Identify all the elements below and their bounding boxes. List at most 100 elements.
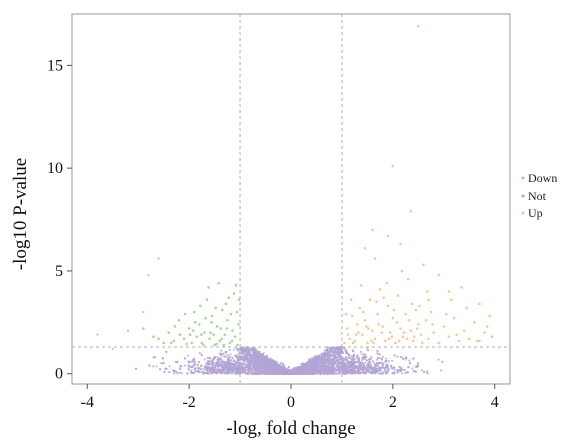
data-point-not (342, 363, 345, 366)
data-point-not (220, 354, 223, 357)
data-point-not (155, 365, 158, 368)
data-point-not (391, 371, 394, 375)
data-point-not (253, 369, 256, 373)
data-point-not (225, 355, 228, 358)
data-point-not (252, 361, 256, 364)
data-point-not (352, 366, 355, 370)
data-point-not (440, 369, 443, 372)
data-point-not (276, 370, 279, 373)
data-point-not (385, 372, 388, 375)
data-point-not (161, 357, 164, 360)
data-point-not (396, 369, 399, 372)
data-point-not (223, 355, 226, 358)
data-point-not (259, 372, 262, 375)
data-point-not (335, 365, 338, 368)
data-point-not (213, 366, 216, 369)
data-point-not (357, 366, 360, 369)
data-point-not (325, 369, 328, 372)
data-point-not (323, 368, 326, 372)
data-point-not (357, 371, 361, 374)
data-point-not (338, 355, 341, 359)
data-point-not (229, 353, 232, 356)
data-point-not (352, 355, 355, 358)
data-point-not (328, 348, 331, 351)
data-point-not (391, 367, 394, 370)
data-point-not (327, 362, 330, 365)
data-point-not (333, 354, 336, 357)
data-point-not (357, 356, 360, 360)
data-point-not (386, 369, 389, 372)
data-point-not (332, 346, 335, 349)
data-point-not (223, 361, 227, 364)
data-point-not (355, 357, 359, 360)
data-point-not (359, 364, 362, 367)
data-point-not (377, 369, 380, 373)
data-point-not (176, 372, 179, 375)
data-point-not (367, 361, 371, 364)
data-point-not (384, 366, 387, 369)
data-point-not (165, 350, 168, 353)
data-point-not (258, 350, 261, 354)
data-point-not (364, 356, 368, 359)
data-point-not (376, 365, 380, 368)
data-point-not (233, 354, 237, 357)
data-point-not (188, 364, 191, 368)
data-point-not (211, 367, 214, 371)
data-point-not (254, 347, 257, 350)
data-point-not (222, 369, 225, 372)
data-point-not (338, 367, 341, 370)
data-point-not (362, 364, 366, 367)
data-point-not (256, 355, 259, 358)
data-point-not (232, 348, 236, 351)
data-point-not (356, 355, 359, 358)
data-point-not (252, 365, 255, 368)
data-point-not (396, 355, 399, 358)
data-point-not (246, 372, 250, 375)
data-point-not (324, 348, 328, 351)
data-point-not (330, 365, 333, 368)
data-point-not (333, 362, 337, 365)
data-point-not (366, 349, 369, 352)
data-point-not (226, 354, 229, 357)
data-point-not (301, 369, 304, 373)
data-point-not (376, 356, 380, 360)
data-point-not (380, 366, 383, 369)
data-point-not (346, 367, 349, 370)
data-point-not (227, 359, 230, 362)
data-point-not (348, 361, 351, 364)
data-point-not (220, 370, 223, 373)
data-point-not (333, 372, 336, 375)
data-point-not (221, 366, 224, 369)
data-point-not (226, 372, 229, 375)
data-point-not (180, 364, 183, 368)
data-point-not (210, 360, 213, 364)
data-point-not (393, 368, 396, 371)
data-point-not (221, 361, 224, 364)
data-point-not (348, 353, 351, 356)
data-point-not (152, 365, 155, 368)
data-point-not (336, 347, 339, 351)
data-point-not (241, 361, 245, 364)
data-point-not (210, 366, 213, 370)
data-point-not (325, 371, 328, 374)
data-point-not (352, 350, 355, 353)
data-point-not (225, 351, 228, 354)
data-point-not (407, 366, 410, 369)
data-point-not (329, 350, 332, 353)
data-point-not (405, 371, 409, 374)
data-point-not (344, 350, 347, 353)
data-point-not (148, 364, 151, 367)
data-point-not (213, 368, 216, 371)
data-point-not (353, 370, 357, 373)
data-point-not (234, 372, 237, 375)
data-point-not (313, 355, 316, 359)
data-point-not (287, 366, 290, 369)
data-point-not (207, 361, 211, 364)
data-point-not (329, 369, 332, 373)
data-point-not (414, 370, 417, 373)
data-point-not (256, 372, 259, 375)
data-point-not (217, 365, 220, 368)
data-point-not (357, 363, 360, 367)
data-point-not (420, 369, 424, 372)
